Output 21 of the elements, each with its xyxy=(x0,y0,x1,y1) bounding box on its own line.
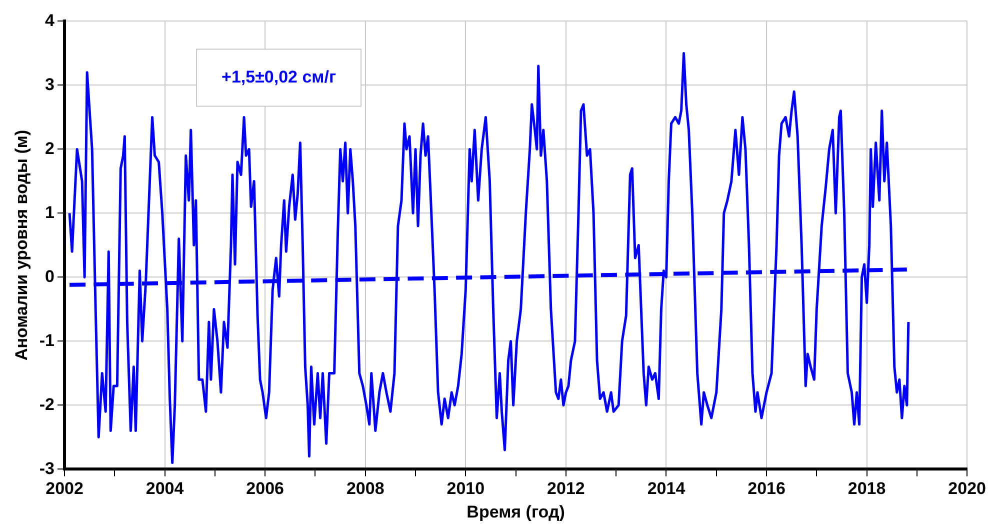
x-axis-title: Время (год) xyxy=(466,502,565,522)
y-tick-label: -1 xyxy=(39,330,55,350)
x-tick-label: 2012 xyxy=(547,479,585,498)
x-tick-label: 2006 xyxy=(246,479,284,498)
x-tick-label: 2002 xyxy=(46,479,84,498)
x-tick-label: 2020 xyxy=(948,479,986,498)
y-tick-label: 3 xyxy=(45,74,55,94)
x-tick-label: 2004 xyxy=(146,479,184,498)
x-tick-label: 2016 xyxy=(748,479,786,498)
x-tick-label: 2008 xyxy=(346,479,384,498)
y-tick-label: -3 xyxy=(39,458,55,478)
y-axis-title: Аномалии уровня воды (м) xyxy=(12,130,31,361)
annotation: +1,5±0,02 см/г xyxy=(222,67,336,86)
x-tick-label: 2014 xyxy=(647,479,686,498)
x-tick-label: 2018 xyxy=(848,479,886,498)
y-tick-label: -2 xyxy=(39,394,55,414)
y-tick-label: 4 xyxy=(45,10,56,30)
y-tick-label: 0 xyxy=(45,266,55,286)
x-tick-label: 2010 xyxy=(446,479,485,498)
y-tick-label: 1 xyxy=(45,202,55,222)
y-tick-label: 2 xyxy=(45,138,55,158)
